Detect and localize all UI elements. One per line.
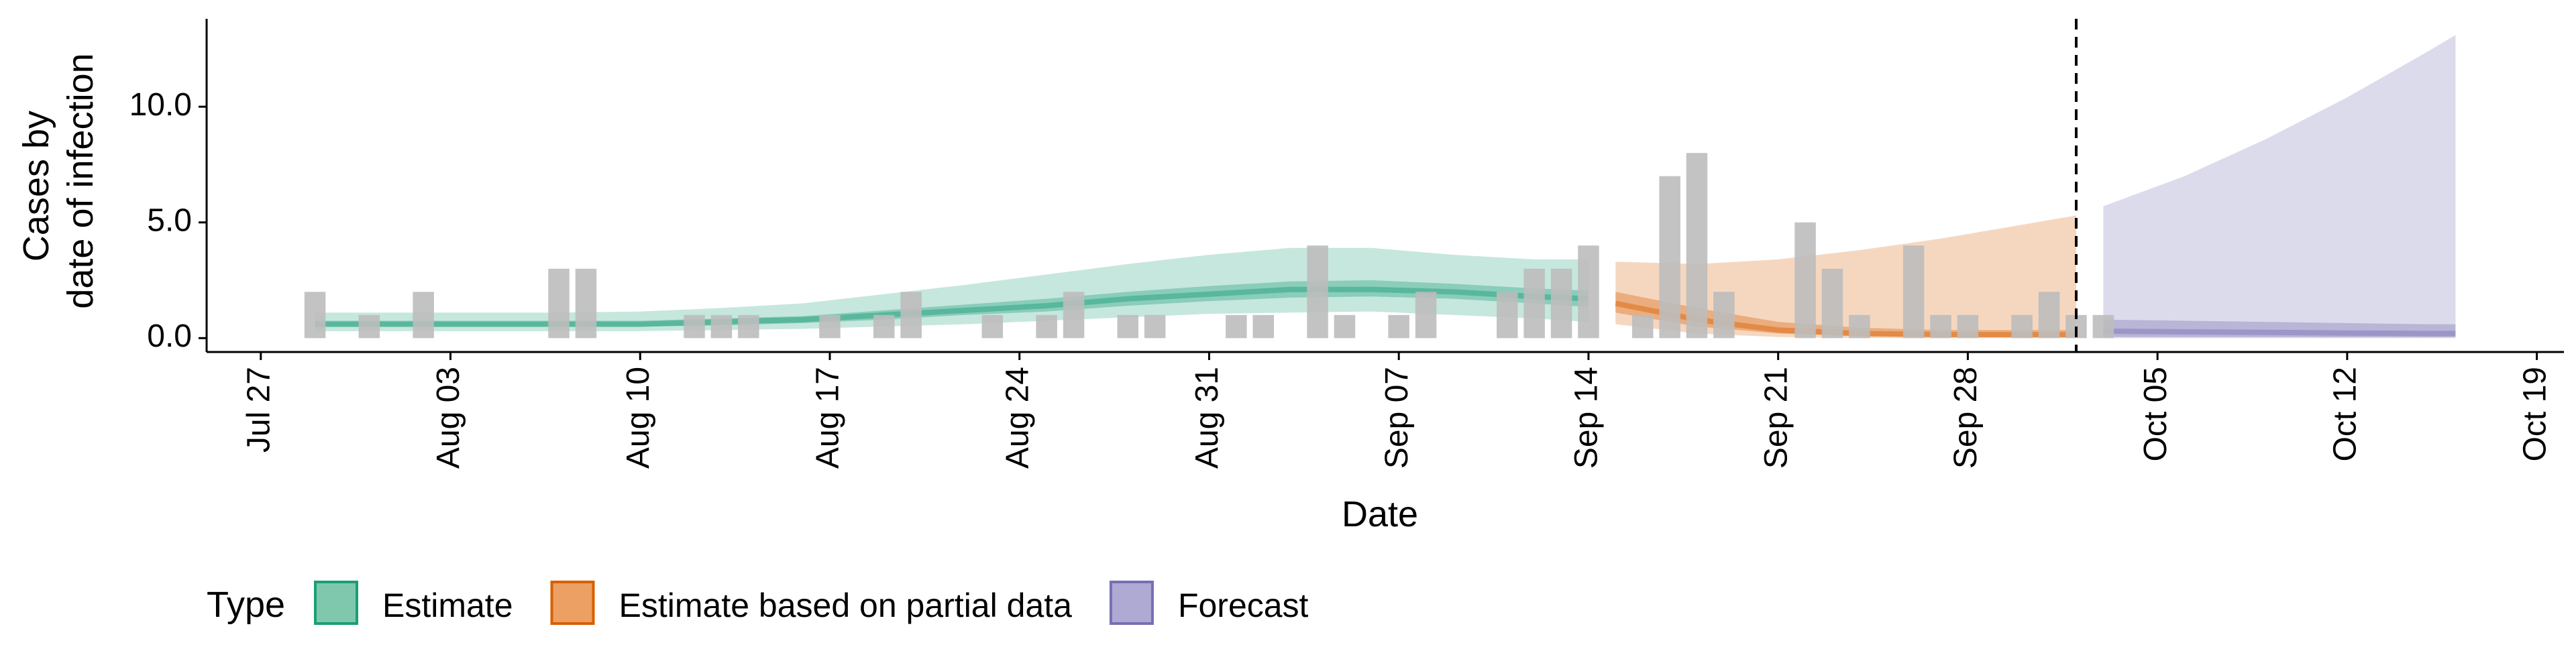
case-bar <box>1794 222 1816 339</box>
uncertainty-bands <box>315 35 2456 339</box>
case-bar <box>1144 314 1166 339</box>
legend-title: Type <box>207 585 285 625</box>
case-bar <box>1821 268 1843 339</box>
x-tick-label: Aug 24 <box>1000 367 1035 469</box>
case-bar <box>1550 268 1572 339</box>
case-bar <box>1632 314 1654 339</box>
legend-label: Estimate <box>382 587 513 624</box>
reported-case-bars <box>304 153 2114 339</box>
legend-key <box>550 581 595 625</box>
case-bar <box>2038 292 2060 339</box>
case-bar <box>1117 314 1138 339</box>
case-bar <box>413 292 434 339</box>
case-bar <box>1063 292 1085 339</box>
case-bar <box>1226 314 1247 339</box>
case-bar <box>1930 314 1951 339</box>
legend-label: Estimate based on partial data <box>619 587 1073 624</box>
x-tick-label: Sep 07 <box>1379 367 1415 469</box>
y-tick-label: 10.0 <box>129 87 192 123</box>
case-bar <box>1849 314 1870 339</box>
x-tick-label: Aug 31 <box>1189 367 1225 469</box>
case-bar <box>548 268 570 339</box>
case-bar <box>900 292 922 339</box>
y-axis-ticks: 0.0 5.0 10.0 <box>129 87 207 354</box>
case-bar <box>1659 176 1680 339</box>
case-bar <box>1415 292 1437 339</box>
x-tick-label: Oct 05 <box>2138 367 2174 461</box>
case-bar <box>2092 314 2114 339</box>
legend-label: Forecast <box>1178 587 1309 624</box>
y-axis-title-line-2: date of infection <box>60 53 101 308</box>
case-bar <box>1252 314 1274 339</box>
y-axis-title-line-1: Cases by <box>16 111 56 261</box>
x-tick-label: Aug 17 <box>810 367 846 469</box>
legend: Type Estimate Estimate based on partial d… <box>207 581 1309 625</box>
case-bar <box>1334 314 1356 339</box>
case-bar <box>358 314 380 339</box>
x-tick-label: Sep 14 <box>1569 367 1605 469</box>
case-bar <box>710 314 733 339</box>
case-bar <box>1307 245 1328 339</box>
case-bar <box>738 314 759 339</box>
case-bar <box>981 314 1004 339</box>
case-bar <box>1713 292 1735 339</box>
case-bar <box>304 292 326 339</box>
case-bar <box>1036 314 1057 339</box>
x-axis-ticks: Jul 27 Aug 03 Aug 10 Aug 17 Aug 24 Aug 31 Sep … <box>241 352 2553 469</box>
forecast-median-line <box>2103 328 2456 337</box>
y-tick-label: 0.0 <box>147 318 192 354</box>
x-tick-label: Oct 19 <box>2517 367 2553 461</box>
legend-items: Estimate Estimate based on partial data Fo… <box>314 581 1309 625</box>
case-bar <box>1902 245 1925 339</box>
case-bar <box>819 314 841 339</box>
case-bar <box>2011 314 2033 339</box>
axes <box>205 19 2564 353</box>
y-tick-label: 5.0 <box>147 202 192 238</box>
estimate-band-90 <box>315 247 1589 331</box>
estimate-median-line <box>315 286 1589 327</box>
case-bar <box>1957 314 1979 339</box>
case-bar <box>575 268 597 339</box>
case-bar <box>1497 292 1518 339</box>
legend-key <box>314 581 358 625</box>
legend-key <box>1109 581 1154 625</box>
x-tick-label: Sep 28 <box>1948 367 1984 469</box>
estimate-band-50 <box>315 280 1589 327</box>
case-bar <box>1578 245 1599 339</box>
case-bar <box>1523 268 1545 339</box>
case-bar <box>873 314 895 339</box>
x-tick-label: Aug 10 <box>621 367 656 469</box>
forecast-band-90 <box>2103 35 2456 339</box>
x-tick-label: Aug 03 <box>431 367 466 469</box>
x-tick-label: Oct 12 <box>2328 367 2363 461</box>
forecast-band-50 <box>2103 319 2456 337</box>
x-tick-label: Sep 21 <box>1758 367 1794 469</box>
case-bar <box>1388 314 1409 339</box>
x-tick-label: Jul 27 <box>241 367 276 453</box>
x-axis-title: Date <box>1342 494 1418 534</box>
case-bar <box>684 314 705 339</box>
y-axis-title: Cases by date of infection <box>16 53 101 308</box>
case-bar <box>1686 153 1708 339</box>
